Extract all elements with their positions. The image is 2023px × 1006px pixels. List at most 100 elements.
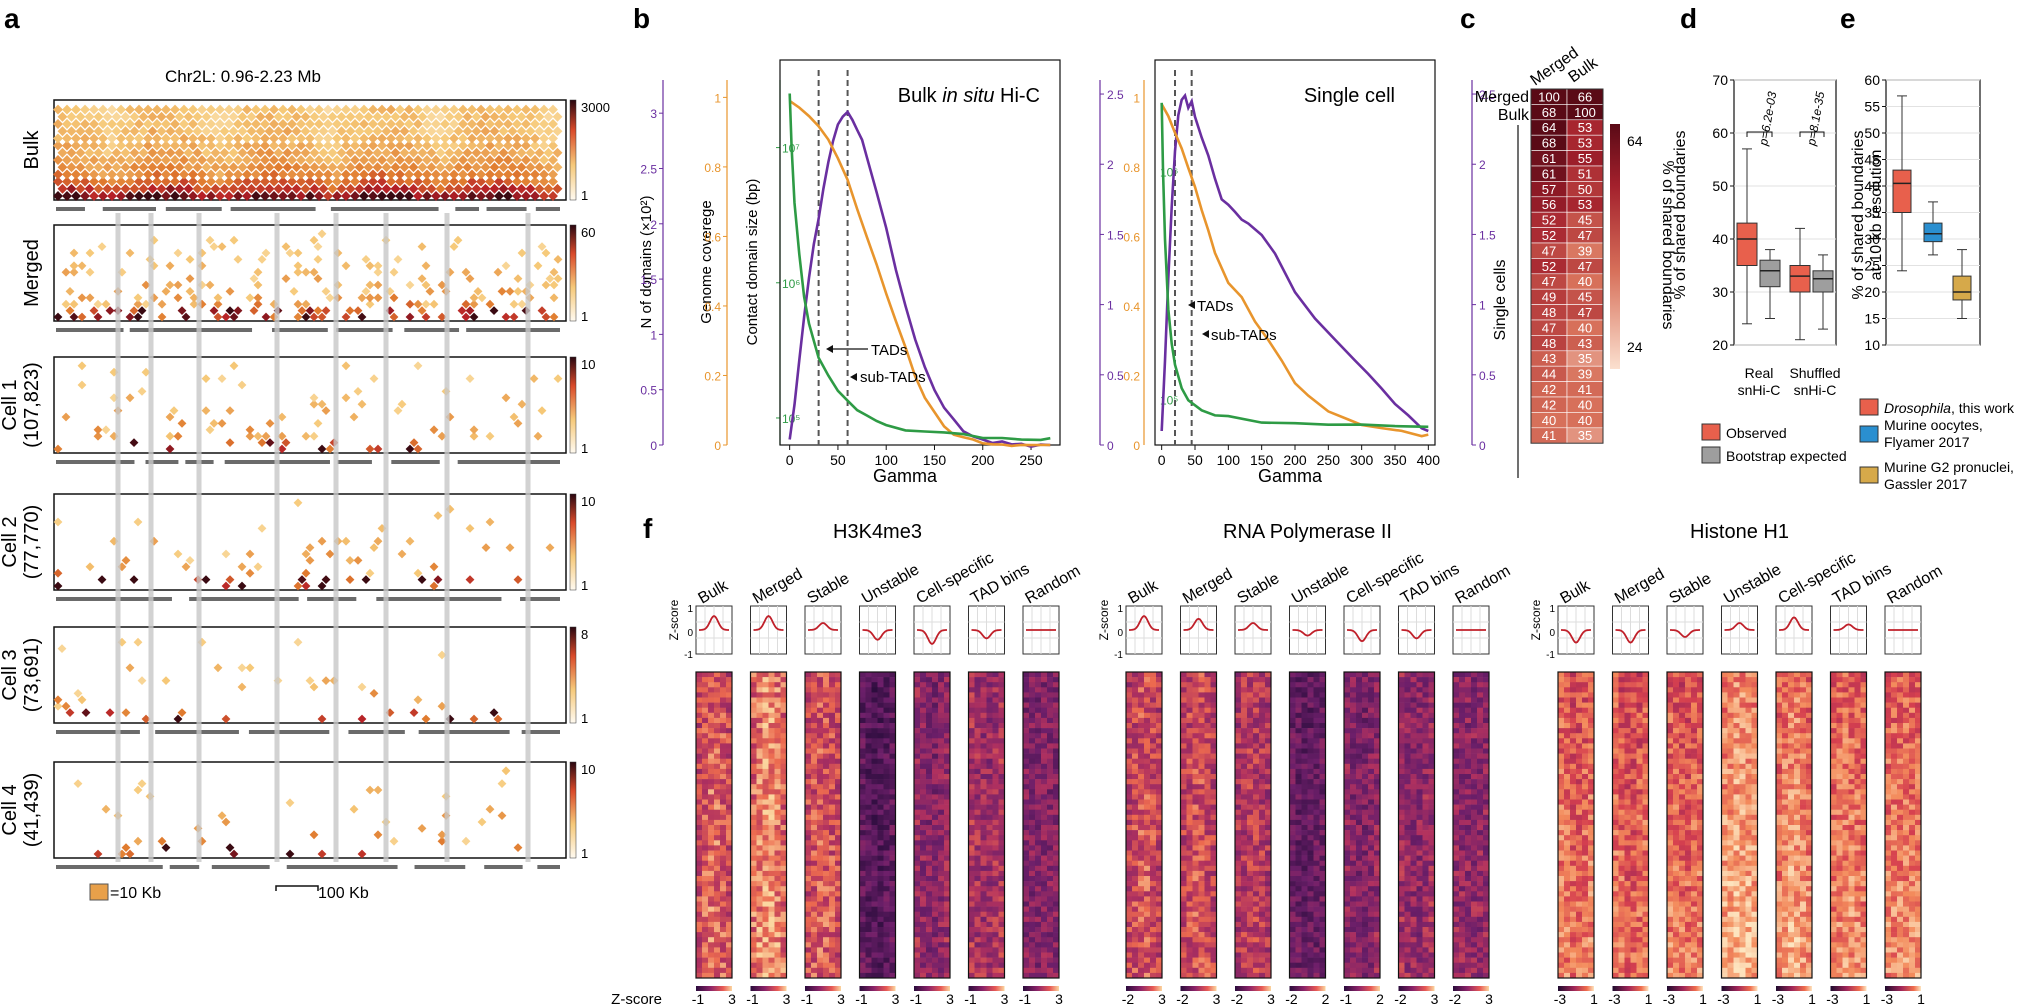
contact-pixel [363, 111, 374, 122]
f-heatmap-cell [926, 865, 933, 872]
f-heatmap-cell [998, 967, 1005, 974]
f-heatmap-cell [805, 921, 812, 928]
f-heatmap-cell [871, 870, 878, 877]
contact-pixel [197, 169, 207, 180]
f-heatmap-cell [1186, 860, 1193, 867]
f-heatmap-cell [768, 855, 775, 861]
f-heatmap-cell [829, 738, 836, 744]
f-heatmap-cell [932, 865, 939, 872]
f-heatmap-cell [968, 712, 975, 719]
f-heatmap-cell [1198, 804, 1205, 810]
f-heatmap-cell [768, 845, 775, 851]
f-heatmap-cell [986, 717, 993, 724]
c-cell-value: 49 [1542, 290, 1556, 305]
f-heatmap-cell [1204, 927, 1211, 933]
f-heatmap-cell [829, 891, 836, 897]
contact-pixel [393, 406, 403, 415]
c-cell-value: 53 [1578, 120, 1592, 135]
x-tick-label: 300 [1350, 452, 1374, 468]
f-heatmap-cell [938, 779, 945, 785]
contact-pixel [237, 562, 247, 572]
contact-pixel [503, 169, 513, 180]
f-heatmap-cell [968, 677, 975, 683]
b-tick-label: 10⁶ [782, 277, 800, 291]
f-heatmap-cell [944, 886, 951, 892]
f-heatmap-cell [865, 672, 872, 678]
f-heatmap-cell [829, 799, 836, 805]
contact-pixel [332, 169, 342, 180]
f-heatmap-cell [889, 794, 896, 800]
contact-pixel [405, 444, 415, 454]
b-tick-label: 2.5 [640, 162, 657, 176]
f-heatmap-cell [726, 763, 733, 770]
f-heatmap-cell [980, 799, 987, 805]
f-heatmap-cell [720, 901, 727, 907]
contact-pixel [219, 111, 230, 122]
f-heatmap-cell [696, 835, 703, 841]
f-heatmap-cell [1132, 972, 1139, 979]
b-tick-label: 0 [714, 439, 721, 453]
f-heatmap-cell [877, 855, 884, 861]
contact-pixel [368, 176, 378, 187]
f-heatmap-cell [974, 860, 981, 867]
f-heatmap-cell [932, 972, 939, 979]
f-heatmap-cell [780, 774, 787, 780]
f-heatmap-cell [1035, 850, 1042, 856]
contact-pixel [404, 133, 414, 144]
f-heatmap-cell [829, 906, 836, 912]
contact-pixel [543, 183, 554, 194]
contact-pixel [296, 140, 306, 151]
contact-pixel [177, 419, 187, 428]
f-heatmap-cell [920, 794, 927, 800]
x-tick-label: 50 [1187, 452, 1203, 468]
contact-pixel [409, 438, 419, 447]
f-heatmap-cell [938, 809, 945, 816]
f-heatmap-cell [974, 794, 981, 800]
f-heatmap-cell [756, 774, 763, 780]
f-heatmap-cell [1180, 743, 1187, 749]
contact-pixel [170, 169, 180, 180]
f-heatmap-cell [986, 825, 993, 831]
f-heatmap-cell [938, 794, 945, 800]
contact-pixel [417, 111, 428, 122]
contact-pixel [309, 162, 320, 173]
f-heatmap-cell [756, 947, 763, 953]
contact-pixel [327, 126, 338, 137]
f-heatmap-cell [980, 753, 987, 759]
f-heatmap-cell [1204, 804, 1211, 810]
f-heatmap-cell [780, 687, 787, 693]
f-heatmap-cell [920, 748, 927, 754]
f-heatmap-cell [762, 840, 769, 846]
f-heatmap-cell [756, 855, 763, 861]
f-heatmap-cell [944, 865, 951, 872]
contact-pixel [121, 708, 131, 717]
f-heatmap-cell [829, 921, 836, 928]
f-heatmap-cell [883, 784, 890, 790]
f-heatmap-cell [1210, 865, 1217, 872]
contact-pixel [53, 695, 63, 705]
f-heatmap-cell [835, 870, 842, 877]
f-heatmap-cell [1035, 794, 1042, 800]
f-heatmap-cell [877, 814, 884, 821]
contact-pixel [251, 140, 261, 151]
f-heatmap-cell [1047, 962, 1054, 969]
f-heatmap-cell [1138, 896, 1145, 902]
f-heatmap-cell [768, 927, 775, 933]
f-heatmap-cell [714, 972, 721, 979]
f-heatmap-cell [750, 830, 757, 836]
f-heatmap-cell [865, 692, 872, 698]
contact-pixel [341, 133, 351, 144]
contact-pixel [457, 306, 467, 315]
f-heatmap-cell [1210, 809, 1217, 816]
f-heatmap-cell [805, 774, 812, 780]
contact-pixel [405, 280, 415, 290]
contact-pixel [332, 104, 342, 115]
contact-pixel [431, 155, 441, 165]
f-heatmap-cell [696, 942, 703, 948]
f-heatmap-cell [992, 814, 999, 821]
f-heatmap-cell [1023, 911, 1030, 918]
f-heatmap-cell [1192, 789, 1199, 795]
f-heatmap-cell [992, 962, 999, 969]
f-heatmap-cell [768, 758, 775, 765]
f-heatmap-cell [1180, 682, 1187, 688]
